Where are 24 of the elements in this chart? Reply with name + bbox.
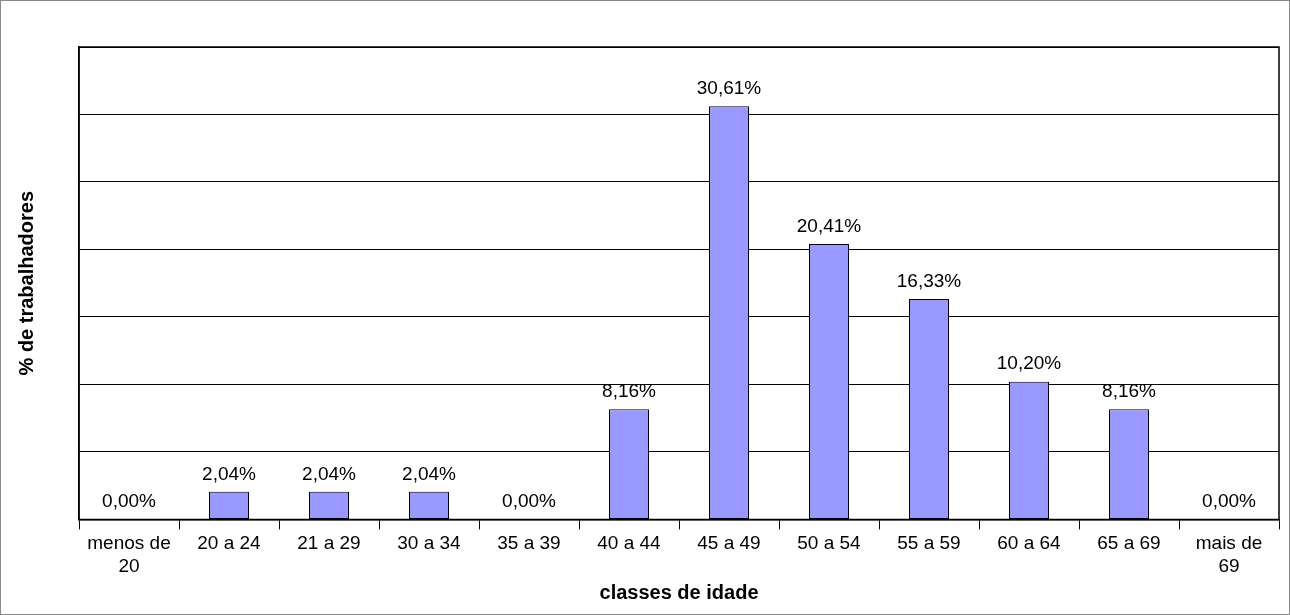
x-tick-label: 35 a 39: [497, 532, 561, 554]
x-tick-label: 50 a 54: [797, 532, 862, 554]
data-label: 2,04%: [302, 462, 357, 484]
data-label: 2,04%: [402, 462, 457, 484]
data-label: 0,00%: [502, 490, 557, 512]
x-tick-label: 45 a 49: [697, 532, 761, 554]
x-tick-label: menos de 20: [87, 532, 171, 576]
data-label: 0,00%: [1202, 490, 1257, 512]
x-tick-label: 21 a 29: [297, 532, 361, 554]
x-tick-label: 60 a 64: [997, 532, 1062, 554]
x-tick-label: 65 a 69: [1097, 532, 1161, 554]
x-tick-label: 55 a 59: [897, 532, 961, 554]
data-label: 30,61%: [696, 76, 762, 98]
data-label: 16,33%: [896, 269, 962, 291]
x-tick-label: 20 a 24: [197, 532, 262, 554]
x-axis-title: classes de idade: [599, 580, 759, 603]
data-label: 0,00%: [102, 490, 157, 512]
data-label: 2,04%: [202, 462, 257, 484]
data-label: 20,41%: [796, 214, 862, 236]
y-axis-title: % de trabalhadores: [14, 190, 37, 376]
x-tick-label: 40 a 44: [597, 532, 662, 554]
data-label: 10,20%: [996, 352, 1062, 374]
x-tick-label: mais de 69: [1195, 532, 1263, 576]
x-tick-label: 30 a 34: [397, 532, 462, 554]
